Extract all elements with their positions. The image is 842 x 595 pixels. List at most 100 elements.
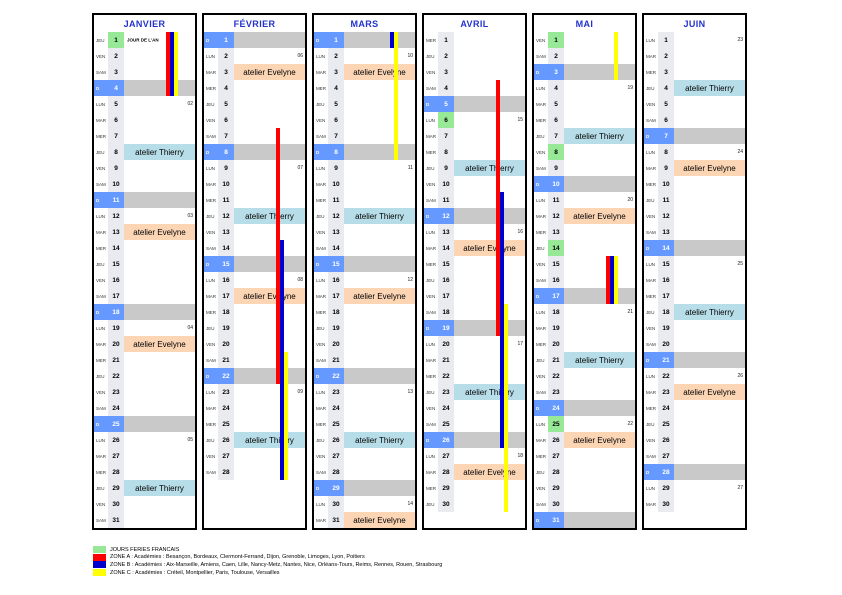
day-number: 27 <box>218 448 234 464</box>
month-title: FÉVRIER <box>233 18 276 29</box>
zone-c-holiday-bar <box>174 32 178 96</box>
day-row: D 24 <box>534 400 635 416</box>
day-row: VEN 15 <box>534 256 635 272</box>
weekday-label: MER <box>206 197 216 203</box>
day-row: MER 6 <box>534 112 635 128</box>
weekday-label: D <box>94 304 108 320</box>
day-number: 25 <box>328 416 344 432</box>
day-number: 2 <box>658 48 674 64</box>
day-main <box>674 64 745 80</box>
day-number: 13 <box>218 224 234 240</box>
weekday-label: SAM <box>646 229 656 235</box>
day-row: LUN 22 26 <box>644 368 745 384</box>
day-row: MAR 20 atelier Evelyne <box>94 336 195 352</box>
day-number: 11 <box>658 192 674 208</box>
day-main: 09 <box>234 384 305 400</box>
weekday-label: VEN <box>646 437 656 443</box>
weekday-label: SAM <box>206 357 216 363</box>
weekday-label: VEN <box>426 69 436 75</box>
day-row: JEU 18 atelier Thierry <box>644 304 745 320</box>
day-row: SAM 28 <box>204 464 305 480</box>
day-row: VEN 6 <box>204 112 305 128</box>
day-main: 07 <box>234 160 305 176</box>
day-number: 8 <box>108 144 124 160</box>
day-number: 19 <box>658 320 674 336</box>
day-main <box>344 32 415 48</box>
day-row: SAM 7 <box>314 128 415 144</box>
weekday-label: D <box>534 64 548 80</box>
day-main <box>344 464 415 480</box>
weekday-label: LUN <box>96 213 106 219</box>
weekday-label: D <box>644 352 658 368</box>
day-number: 25 <box>438 416 454 432</box>
weekday-label: SAM <box>536 277 546 283</box>
day-row: D 21 <box>644 352 745 368</box>
weekday-label: MAR <box>206 293 216 299</box>
day-number: 25 <box>218 416 234 432</box>
day-row: LUN 2 06 <box>204 48 305 64</box>
day-main <box>124 464 195 480</box>
weekday-label: VEN <box>206 453 216 459</box>
day-number: 26 <box>108 432 124 448</box>
day-main <box>454 64 525 80</box>
day-number: 24 <box>108 400 124 416</box>
day-main <box>124 288 195 304</box>
day-row: SAM 6 <box>644 112 745 128</box>
zone-b-holiday-bar <box>500 192 504 448</box>
atelier-evelyne-band: atelier Evelyne <box>353 515 406 525</box>
weekday-label: JEU <box>536 469 545 475</box>
day-number: 28 <box>548 464 564 480</box>
day-main: 02 <box>124 96 195 112</box>
day-number: 19 <box>218 320 234 336</box>
weekday-label: SAM <box>426 309 436 315</box>
day-number: 17 <box>658 288 674 304</box>
day-row: SAM 25 <box>424 416 525 432</box>
day-number: 10 <box>548 176 564 192</box>
day-number: 26 <box>438 432 454 448</box>
day-number: 10 <box>438 176 454 192</box>
day-main: atelier Thierry <box>344 208 415 224</box>
day-number: 11 <box>438 192 454 208</box>
weekday-label: VEN <box>316 453 326 459</box>
day-row: SAM 20 <box>644 336 745 352</box>
day-number: 26 <box>658 432 674 448</box>
day-number: 10 <box>218 176 234 192</box>
day-main <box>564 288 635 304</box>
day-number: 5 <box>658 96 674 112</box>
weekday-label: JEU <box>646 197 655 203</box>
day-main <box>234 464 305 480</box>
day-row: VEN 17 <box>424 288 525 304</box>
weekday-label: D <box>204 144 218 160</box>
day-row: D 22 <box>204 368 305 384</box>
day-main <box>124 112 195 128</box>
day-main <box>454 400 525 416</box>
weekday-label: VEN <box>316 229 326 235</box>
zone-c-holiday-bar <box>284 352 288 480</box>
day-row: D 29 <box>314 480 415 496</box>
weekday-label: LUN <box>96 101 106 107</box>
weekday-label: LUN <box>206 277 216 283</box>
day-row: LUN 25 22 <box>534 416 635 432</box>
weekday-label: D <box>314 368 328 384</box>
day-number: 17 <box>548 288 564 304</box>
week-number: 15 <box>517 117 523 123</box>
day-number: 1 <box>108 32 124 48</box>
weekday-label: MAR <box>316 517 326 523</box>
weekday-label: D <box>644 240 658 256</box>
day-main <box>124 496 195 512</box>
day-main <box>454 32 525 48</box>
day-main <box>674 128 745 144</box>
day-number: 17 <box>218 288 234 304</box>
day-row: JEU 12 atelier Thierry <box>314 208 415 224</box>
weekday-label: MER <box>206 421 216 427</box>
weekday-label: LUN <box>646 261 656 267</box>
day-number: 19 <box>548 320 564 336</box>
legend-label: ZONE C : Académies : Créteil, Montpellie… <box>110 569 280 576</box>
weekday-label: JEU <box>426 501 435 507</box>
weekday-label: MER <box>426 373 436 379</box>
weekday-label: LUN <box>206 165 216 171</box>
day-main <box>124 48 195 64</box>
weekday-label: MAR <box>426 133 436 139</box>
day-row: D 22 <box>314 368 415 384</box>
